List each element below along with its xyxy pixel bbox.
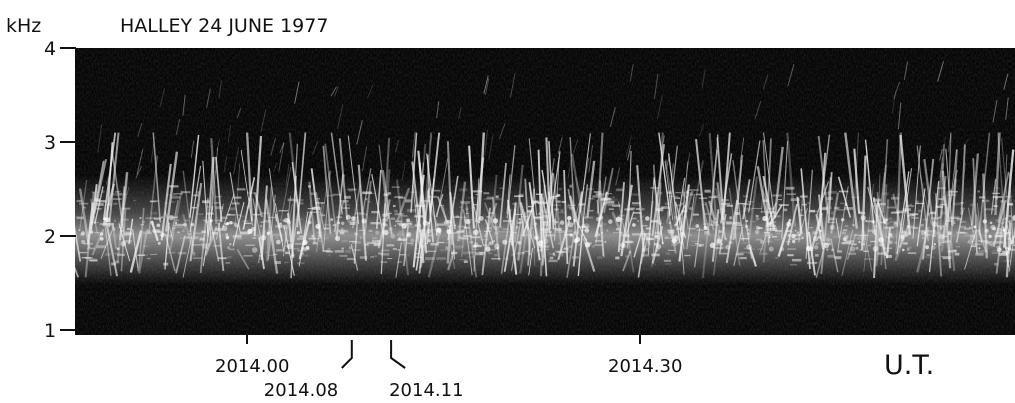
film-grain [75, 48, 1015, 335]
x-tick-2014.08: 2014.08 [264, 340, 353, 401]
y-tick-label-1: 1 [44, 320, 56, 342]
y-axis: 4 3 2 1 [44, 38, 76, 342]
x-tick-2014.00: 2014.00 [215, 328, 289, 377]
y-tick-label-3: 3 [44, 132, 56, 154]
x-tick-mark-2014.11 [390, 340, 406, 369]
spectrogram-plot [75, 48, 1015, 335]
x-tick-2014.30: 2014.30 [608, 328, 682, 377]
x-axis-label: U.T. [884, 350, 934, 381]
x-tick-label-2014.30: 2014.30 [608, 356, 682, 377]
chart-title: HALLEY 24 JUNE 1977 [120, 15, 328, 37]
x-tick-2014.11: 2014.11 [389, 340, 464, 401]
y-tick-label-2: 2 [44, 226, 56, 248]
x-tick-mark-2014.08 [341, 340, 353, 369]
x-tick-label-2014.08: 2014.08 [264, 380, 338, 401]
y-unit-label: kHz [6, 15, 41, 37]
y-tick-label-4: 4 [44, 38, 56, 60]
x-tick-label-2014.00: 2014.00 [215, 356, 289, 377]
x-axis: 2014.00 2014.08 2014.11 2014.30 [215, 328, 682, 401]
x-tick-label-2014.11: 2014.11 [389, 380, 463, 401]
